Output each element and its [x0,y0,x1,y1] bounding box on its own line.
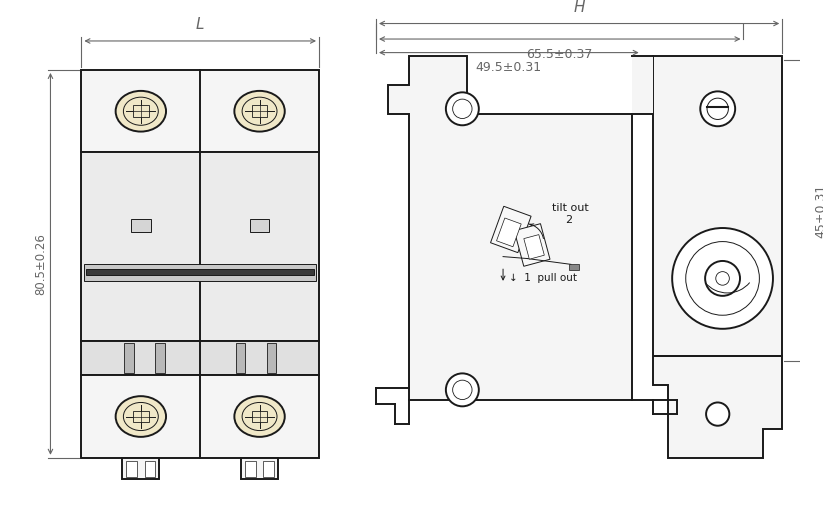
Ellipse shape [242,97,277,125]
Bar [245,460,256,477]
Text: 80.5±0.26: 80.5±0.26 [35,233,47,295]
Bar [85,264,316,282]
Circle shape [707,98,728,120]
Bar [569,264,579,270]
Ellipse shape [123,403,158,431]
Bar [263,460,274,477]
Circle shape [672,228,773,329]
Bar [632,56,653,113]
Text: 45±0.31: 45±0.31 [815,183,823,238]
Bar [126,460,137,477]
Circle shape [716,272,729,285]
Bar [81,375,319,458]
Bar [81,341,319,375]
Ellipse shape [123,97,158,125]
Polygon shape [653,56,782,458]
Circle shape [700,91,735,126]
Circle shape [446,374,479,406]
Polygon shape [491,206,531,252]
Ellipse shape [116,396,166,437]
Bar [155,343,165,374]
Bar [123,458,160,479]
Text: ↓  1  pull out: ↓ 1 pull out [509,273,577,283]
Text: 2: 2 [565,215,572,225]
Circle shape [446,92,479,125]
Ellipse shape [235,91,285,131]
Bar [252,411,267,422]
Ellipse shape [116,91,166,131]
Polygon shape [523,235,544,259]
Circle shape [453,99,472,119]
Circle shape [453,380,472,400]
Bar [124,343,134,374]
Text: L: L [196,17,204,32]
Bar [267,343,277,374]
Polygon shape [496,218,521,247]
Bar [250,219,269,232]
Ellipse shape [242,403,277,431]
Bar [131,219,151,232]
Circle shape [686,242,760,315]
Bar [81,152,319,341]
Circle shape [705,261,740,296]
Bar [133,411,149,422]
Bar [86,269,314,275]
Ellipse shape [235,396,285,437]
Bar [145,460,156,477]
Text: tilt out: tilt out [551,203,588,213]
Polygon shape [388,56,632,400]
Bar [241,458,278,479]
Bar [235,343,245,374]
Text: H: H [574,0,585,15]
Text: 65.5±0.37: 65.5±0.37 [527,48,593,61]
Polygon shape [514,224,550,266]
Bar [252,105,267,117]
Circle shape [706,403,729,426]
Bar [81,70,319,152]
Bar [133,105,149,117]
Text: 49.5±0.31: 49.5±0.31 [476,61,542,74]
